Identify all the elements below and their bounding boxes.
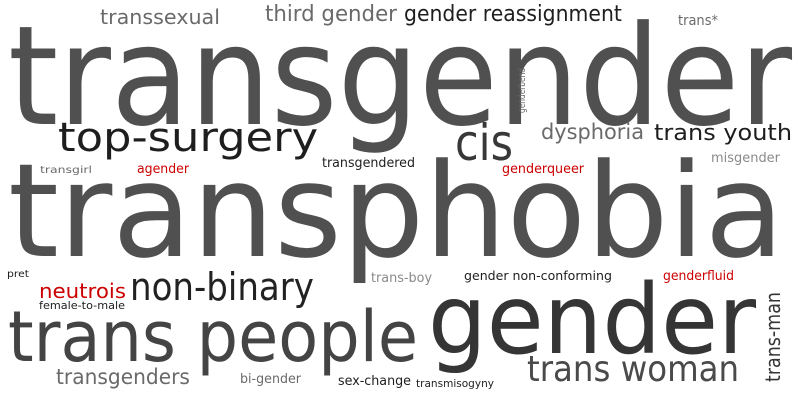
word-bi-gender: bi-gender xyxy=(240,372,302,387)
word-trans-youth: trans youth xyxy=(654,121,793,146)
word-gender: gender xyxy=(428,264,757,376)
word-trans-boy: trans-boy xyxy=(371,271,433,286)
word-trans-woman: trans woman xyxy=(527,349,740,390)
word-non-binary: non-binary xyxy=(130,265,314,309)
word-transgender: transgender xyxy=(8,0,793,157)
word-transgirl: transgirl xyxy=(40,165,93,176)
word-transgenders: transgenders xyxy=(56,365,190,389)
word-transphobia: transphobia xyxy=(8,135,785,287)
word-dysphoria: dysphoria xyxy=(541,120,645,144)
word-trans-people: trans people xyxy=(8,296,419,378)
word-agender: agender xyxy=(137,162,190,177)
word-genderqueer: genderqueer xyxy=(502,162,585,177)
word-transmisogyny: transmisogyny xyxy=(416,377,494,390)
word-misgender: misgender xyxy=(711,151,781,166)
word-trans-star: trans* xyxy=(678,13,718,29)
word-third-gender: third gender xyxy=(265,2,397,27)
word-genderfluid: genderfluid xyxy=(663,269,734,284)
word-gender-non-conforming: gender non-conforming xyxy=(464,269,612,283)
word-pret: pret xyxy=(7,269,29,280)
word-genderbend: genderbend xyxy=(517,68,528,113)
word-transgendered: transgendered xyxy=(322,156,415,171)
word-trans-man: trans-man xyxy=(761,292,785,382)
word-cis: cis xyxy=(455,114,513,172)
word-neutrois: neutrois xyxy=(39,279,126,303)
word-gender-reassignment: gender reassignment xyxy=(404,2,622,27)
word-sex-change: sex-change xyxy=(338,374,411,389)
word-top-surgery: top-surgery xyxy=(58,115,319,161)
word-transsexual: transsexual xyxy=(100,5,220,29)
word-female-to-male: female-to-male xyxy=(39,299,125,312)
